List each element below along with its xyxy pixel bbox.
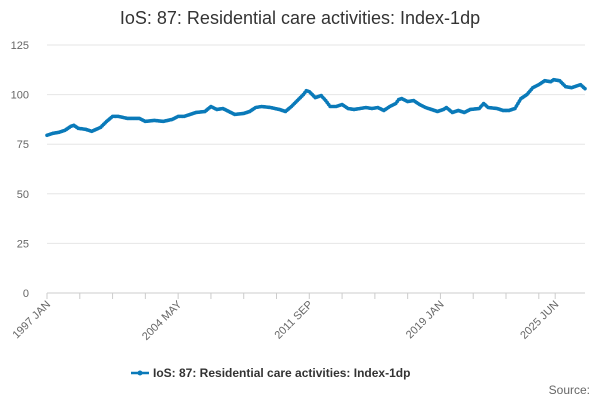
y-axis-ticks: 0 25 50 75 100 125 (11, 40, 29, 300)
data-point[interactable] (583, 86, 587, 91)
gridlines (47, 44, 585, 244)
x-tick-label-4: 2025 JUN (518, 299, 561, 342)
y-tick-label-100: 100 (11, 90, 29, 102)
legend-marker (137, 370, 143, 376)
x-tick-label-0: 1997 JAN (10, 299, 53, 342)
y-tick-label-50: 50 (17, 189, 29, 201)
x-axis: 1997 JAN 2004 MAY 2011 SEP 2019 JAN 2025 JUN (10, 292, 585, 343)
source-label: Source: (549, 383, 590, 397)
series-points-0 (45, 77, 587, 138)
legend-label: IoS: 87: Residential care activities: In… (153, 366, 410, 380)
y-tick-label-75: 75 (17, 139, 29, 151)
y-tick-label-125: 125 (11, 40, 29, 52)
series-line-0 (45, 78, 587, 137)
x-tick-label-2: 2011 SEP (272, 299, 315, 342)
legend[interactable]: IoS: 87: Residential care activities: In… (131, 366, 410, 380)
y-tick-label-0: 0 (23, 288, 29, 300)
x-tick-label-3: 2019 JAN (404, 299, 447, 342)
chart-title: IoS: 87: Residential care activities: In… (120, 8, 480, 28)
y-tick-label-25: 25 (17, 238, 29, 250)
x-tick-label-1: 2004 MAY (140, 298, 185, 343)
series-layer (45, 77, 587, 138)
